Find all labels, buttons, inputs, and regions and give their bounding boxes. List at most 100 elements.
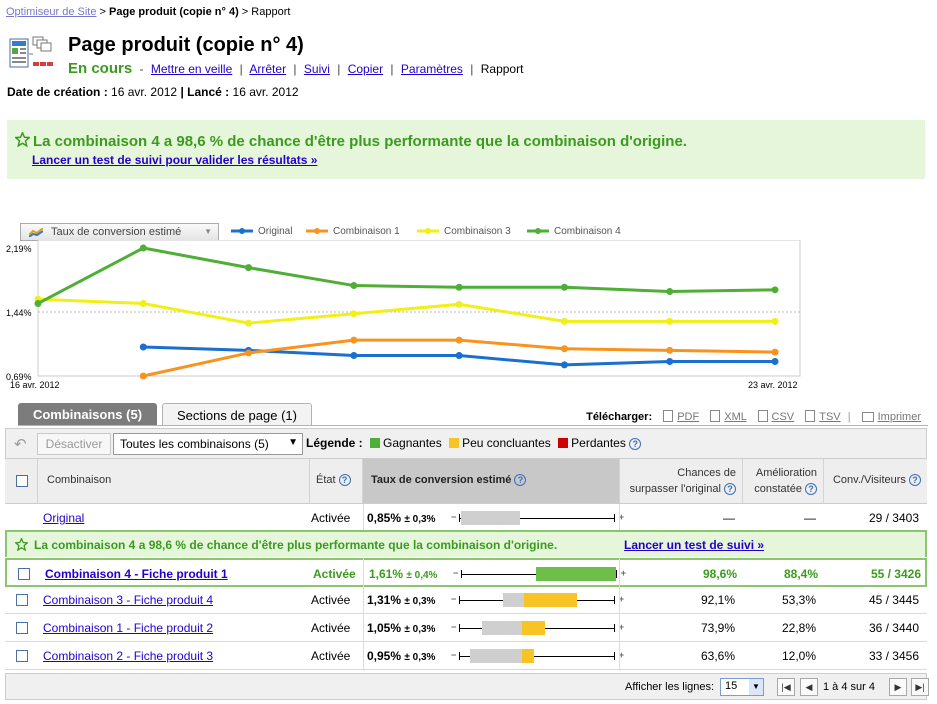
pause-link[interactable]: Mettre en veille [150,62,233,76]
confidence-bar-colored [521,649,534,663]
settings-link[interactable]: Paramètres [400,62,463,76]
header-chance[interactable]: Chances de [677,467,736,479]
help-icon[interactable]: ? [514,474,527,486]
followup-link[interactable]: Suivi [303,62,330,76]
undo-icon[interactable]: ↶ [14,436,27,453]
legend-label: Combinaison 1 [333,226,400,237]
legend-label: Original [258,226,293,237]
download-pdf-link[interactable]: PDF [677,411,700,423]
series-line-2 [37,297,775,325]
row-conv-visitors: 36 / 3440 [868,621,919,635]
header-improvement[interactable]: Amélioration [755,467,817,479]
legend-line-combination-1 [306,228,328,235]
breadcrumb-sep: > [241,6,249,18]
confidence-range-bar: − + [451,620,624,636]
row-chance: 63,6% [700,649,735,663]
experiment-dates: Date de création : 16 avr. 2012 | Lancé … [7,85,299,99]
launched-label: Lancé : [187,85,230,99]
combination-filter-select[interactable]: Toutes les combinaisons (5) ▼ [113,433,303,455]
data-point [771,357,779,365]
download-tsv-link[interactable]: TSV [819,411,841,423]
chart-legend-combination-4: Combinaison 4 [527,226,621,237]
table-row: Combinaison 4 - Fiche produit 1 Activée 1,… [5,558,927,587]
data-point [34,299,42,307]
header-conversion-rate[interactable]: Taux de conversion estimé [371,474,512,486]
prev-page-button[interactable]: ◀ [800,678,818,696]
row-banner-message: La combinaison 4 a 98,6 % de chance d'êt… [34,538,558,552]
report-current: Rapport [480,62,524,76]
table-row: Combinaison 2 - Fiche produit 3 Activée 0,… [5,642,927,670]
metric-select-value: Taux de conversion estimé [51,226,182,238]
header-state[interactable]: État [316,474,336,486]
conversion-rate: 1,61% [369,567,404,581]
combination-link[interactable]: Combinaison 2 - Fiche produit 3 [43,649,214,663]
confidence-range-bar: − + [451,648,624,664]
data-point [771,348,779,356]
last-page-button[interactable]: ▶| [911,678,929,696]
x-tick-label: 23 avr. 2012 [748,380,798,390]
combination-link[interactable]: Combinaison 1 - Fiche produit 2 [43,621,214,635]
row-state: Activée [311,649,351,663]
deactivate-button[interactable]: Désactiver [37,433,111,455]
help-icon[interactable]: ? [338,474,351,486]
table-legend: Légende : Gagnantes Peu concluantes Perd… [306,436,642,450]
legend-loser: Perdantes [571,436,626,450]
data-point [455,283,463,291]
copy-link[interactable]: Copier [347,62,384,76]
row-checkbox[interactable] [16,650,28,662]
confidence-bar-gray [503,593,524,607]
data-point [666,317,674,325]
created-value: 16 avr. 2012 [111,85,178,99]
row-improvement: 12,0% [781,649,816,663]
winner-swatch [370,438,381,448]
csv-icon [757,410,768,422]
x-tick-label: 16 avr. 2012 [10,380,60,390]
table-row: Original Activée 0,85% ± 0,3% − + — — 29 / 3403 [5,504,927,532]
y-tick-label: 1,44% [6,308,32,318]
combination-link[interactable]: Combinaison 3 - Fiche produit 4 [43,593,214,607]
help-icon[interactable]: ? [629,438,642,450]
conversion-margin: ± 0,3% [404,596,436,607]
row-checkbox[interactable] [16,622,28,634]
conversion-rate: 0,95% [367,649,402,663]
confidence-bar-colored [521,621,546,635]
combination-link[interactable]: Combinaison 4 - Fiche produit 1 [45,567,228,581]
legend-title: Légende : [306,436,363,450]
followup-test-link[interactable]: Lancer un test de suivi pour valider les… [32,153,318,167]
row-chance: 98,6% [702,567,737,581]
chart-metric-icon [29,228,43,237]
breadcrumb-last: Rapport [251,6,291,18]
help-icon[interactable]: ? [909,474,921,486]
inconclusive-swatch [449,438,460,448]
tab-page-sections[interactable]: Sections de page (1) [162,403,312,426]
legend-winner: Gagnantes [383,436,442,450]
row-checkbox[interactable] [16,594,28,606]
first-page-button[interactable]: |◀ [777,678,795,696]
tab-combinations[interactable]: Combinaisons (5) [18,403,157,426]
row-banner-followup-link[interactable]: Lancer un test de suivi » [624,538,765,552]
next-page-button[interactable]: ▶ [889,678,907,696]
status-badge: En cours [68,60,133,77]
print-link[interactable]: Imprimer [877,411,921,423]
help-icon[interactable]: ? [724,483,736,495]
download-csv-link[interactable]: CSV [771,411,795,423]
filter-select-value: Toutes les combinaisons (5) [120,437,269,451]
download-xml-link[interactable]: XML [724,411,747,423]
rows-per-page-select[interactable]: 15 ▼ [720,678,764,696]
row-checkbox[interactable] [18,568,30,580]
data-point [245,319,253,327]
select-all-checkbox[interactable] [16,475,28,487]
created-label: Date de création : [7,85,108,99]
breadcrumb-root-link[interactable]: Optimiseur de Site [6,6,97,18]
header-conv-visitors[interactable]: Conv./Visiteurs [832,474,906,486]
download-bar: Télécharger: PDF XML CSV TSV | Imprimer [586,410,921,423]
metric-select[interactable]: Taux de conversion estimé ▼ [20,223,219,241]
header-combination[interactable]: Combinaison [38,459,310,503]
chart-legend-combination-1: Combinaison 1 [306,226,400,237]
combination-link[interactable]: Original [43,511,85,525]
chart-legend-original: Original [231,226,292,237]
help-icon[interactable]: ? [805,483,817,495]
result-banner: La combinaison 4 a 98,6 % de chance d'êt… [7,120,925,179]
row-chance: 92,1% [700,593,735,607]
stop-link[interactable]: Arrêter [249,62,287,76]
